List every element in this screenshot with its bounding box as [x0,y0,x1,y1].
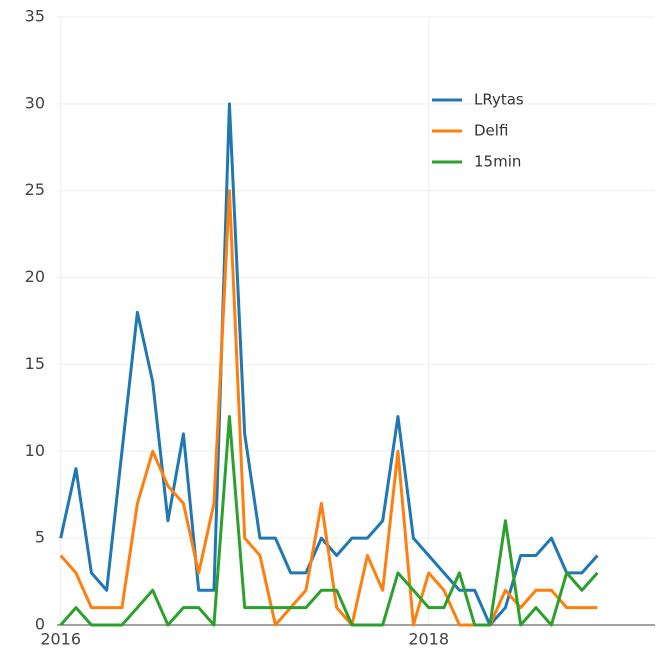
y-tick-label: 15 [25,354,45,373]
y-tick-label: 5 [35,528,45,547]
legend-label: 15min [474,153,521,171]
legend-label: LRytas [474,91,524,109]
y-tick-label: 25 [25,180,45,199]
line [59,189,598,627]
y-tick-label: 0 [35,615,45,634]
legend: LRytas Delfi 15min [432,91,524,171]
x-tick-label: 2016 [40,630,81,649]
x-tick-label: 2018 [408,630,449,649]
y-tick-label: 35 [25,7,45,26]
y-tick-label: 30 [25,93,45,112]
y-tick-label: 20 [25,267,45,286]
legend-label: Delfi [474,122,508,140]
line [59,415,599,627]
y-tick-label: 10 [25,441,45,460]
